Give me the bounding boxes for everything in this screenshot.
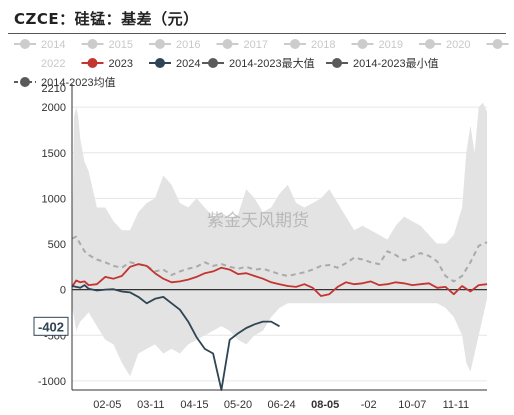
legend-marker <box>155 39 165 49</box>
watermark: 紫金天风期货 <box>207 211 309 231</box>
legend-item-2016[interactable]: 2016 <box>176 39 200 51</box>
current-value-label: -402 <box>38 319 64 334</box>
legend-item-2014-2023最大值[interactable]: 2014-2023最大值 <box>229 56 315 70</box>
legend-item-2019[interactable]: 2019 <box>379 39 403 51</box>
legend-item-2020[interactable]: 2020 <box>446 39 470 51</box>
legend-item-2017[interactable]: 2017 <box>244 39 268 51</box>
series-2023-line <box>71 263 488 297</box>
x-tick-label: 03-11 <box>137 399 164 411</box>
x-tick-label: -02 <box>361 399 377 411</box>
legend-marker <box>425 39 435 49</box>
x-tick-label: 08-05 <box>311 399 339 411</box>
legend-marker <box>208 58 218 68</box>
legend-item-2024[interactable]: 2024 <box>176 58 200 70</box>
x-tick-label: 04-15 <box>180 399 208 411</box>
current-value-box <box>33 316 69 336</box>
legend-item-2014-2023最小值[interactable]: 2014-2023最小值 <box>353 57 439 70</box>
min-max-band <box>72 102 487 377</box>
x-tick-label: 05-20 <box>224 399 252 411</box>
legend-marker <box>155 58 165 68</box>
y-tick-label: 1500 <box>42 148 66 160</box>
title-divider <box>8 33 506 34</box>
x-tick-label: 11-11 <box>443 399 470 411</box>
legend-item-2023[interactable]: 2023 <box>109 58 133 70</box>
legend-item-2018[interactable]: 2018 <box>311 39 335 51</box>
y-tick-label: 500 <box>48 239 66 251</box>
series-2024-line <box>71 284 280 391</box>
legend-item-2015[interactable]: 2015 <box>109 39 133 51</box>
y-max-label: 2210 <box>42 83 66 95</box>
y-tick-label: 1000 <box>42 193 66 205</box>
y-tick-label: 0 <box>60 285 66 297</box>
legend-item-2014[interactable]: 2014 <box>41 39 65 51</box>
legend-item-2022[interactable]: 2022 <box>41 58 65 70</box>
legend-marker <box>357 39 368 49</box>
y-tick-label: 2000 <box>42 102 66 114</box>
legend-marker <box>20 77 30 87</box>
legend-marker <box>20 39 30 49</box>
legend-marker <box>492 39 503 49</box>
x-tick-label: 02-05 <box>93 399 121 411</box>
x-tick-label: 10-07 <box>398 399 426 411</box>
y-tick-label: -1000 <box>38 376 66 388</box>
legend-marker <box>222 39 233 49</box>
legend-marker <box>87 39 98 49</box>
legend-item-2014-2023均值[interactable]: 2014-2023均值 <box>41 76 116 89</box>
legend-marker <box>87 58 98 68</box>
legend-marker <box>290 39 300 49</box>
chart-title: CZCE：硅锰：基差（元） <box>14 10 199 28</box>
legend-marker <box>332 58 342 68</box>
x-tick-label: 06-24 <box>268 399 296 411</box>
